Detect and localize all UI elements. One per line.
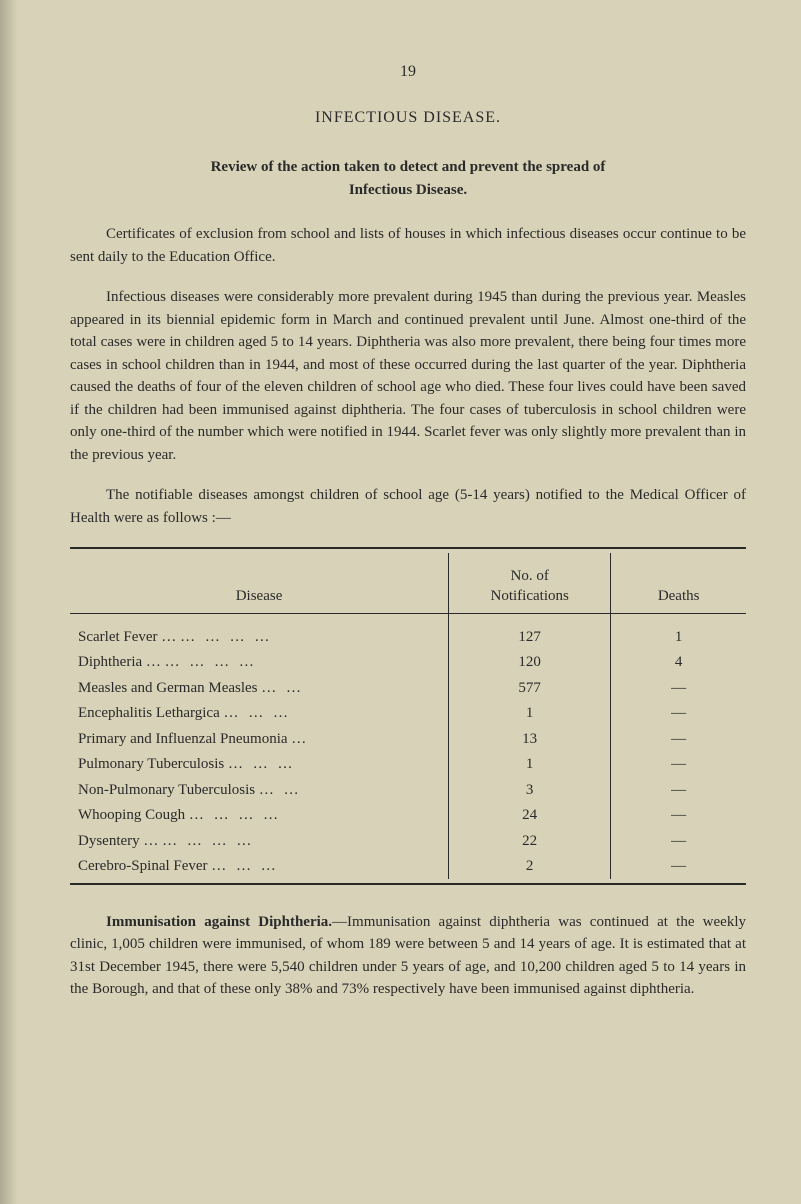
cell-notifications: 22 bbox=[449, 828, 611, 854]
cell-notifications: 24 bbox=[449, 802, 611, 828]
header-disease: Disease bbox=[70, 553, 449, 614]
header-notifications: No. of Notifications bbox=[449, 553, 611, 614]
cell-notifications: 1 bbox=[449, 700, 611, 726]
header-deaths: Deaths bbox=[611, 553, 746, 614]
cell-disease: Dysentery … … … … … bbox=[70, 828, 449, 854]
cell-deaths: 1 bbox=[611, 624, 746, 650]
cell-deaths: — bbox=[611, 853, 746, 879]
paragraph-2: Infectious diseases were considerably mo… bbox=[70, 286, 746, 466]
table-header-row: Disease No. of Notifications Deaths bbox=[70, 553, 746, 614]
section-title: INFECTIOUS DISEASE. bbox=[70, 106, 746, 130]
cell-notifications: 120 bbox=[449, 649, 611, 675]
page-edge-shadow bbox=[0, 0, 18, 1204]
table-row: Encephalitis Lethargica … … …1— bbox=[70, 700, 746, 726]
cell-deaths: — bbox=[611, 700, 746, 726]
cell-deaths: — bbox=[611, 777, 746, 803]
subtitle: Review of the action taken to detect and… bbox=[70, 156, 746, 201]
cell-notifications: 1 bbox=[449, 751, 611, 777]
cell-deaths: 4 bbox=[611, 649, 746, 675]
cell-deaths: — bbox=[611, 828, 746, 854]
final-para-lead: Immunisation against Diphtheria. bbox=[106, 914, 332, 930]
table-row: Primary and Influenzal Pneumonia …13— bbox=[70, 726, 746, 752]
paragraph-1: Certificates of exclusion from school an… bbox=[70, 223, 746, 268]
table-row: Dysentery … … … … …22— bbox=[70, 828, 746, 854]
cell-disease: Pulmonary Tuberculosis … … … bbox=[70, 751, 449, 777]
cell-notifications: 3 bbox=[449, 777, 611, 803]
cell-notifications: 577 bbox=[449, 675, 611, 701]
header-notif-line2: Notifications bbox=[491, 588, 569, 604]
cell-deaths: — bbox=[611, 726, 746, 752]
cell-disease: Non-Pulmonary Tuberculosis … … bbox=[70, 777, 449, 803]
paragraph-3: The notifiable diseases amongst children… bbox=[70, 484, 746, 529]
table-row: Scarlet Fever … … … … …1271 bbox=[70, 624, 746, 650]
table-row: Whooping Cough … … … …24— bbox=[70, 802, 746, 828]
subtitle-line-1: Review of the action taken to detect and… bbox=[70, 156, 746, 179]
header-notif-line1: No. of bbox=[511, 568, 549, 584]
subtitle-line-2: Infectious Disease. bbox=[70, 179, 746, 202]
cell-disease: Whooping Cough … … … … bbox=[70, 802, 449, 828]
disease-table: Disease No. of Notifications Deaths Scar… bbox=[70, 547, 746, 885]
cell-notifications: 2 bbox=[449, 853, 611, 879]
cell-disease: Measles and German Measles … … bbox=[70, 675, 449, 701]
cell-deaths: — bbox=[611, 751, 746, 777]
cell-notifications: 13 bbox=[449, 726, 611, 752]
page-number: 19 bbox=[70, 60, 746, 84]
cell-notifications: 127 bbox=[449, 624, 611, 650]
cell-disease: Primary and Influenzal Pneumonia … bbox=[70, 726, 449, 752]
cell-disease: Scarlet Fever … … … … … bbox=[70, 624, 449, 650]
table-row: Pulmonary Tuberculosis … … …1— bbox=[70, 751, 746, 777]
cell-deaths: — bbox=[611, 802, 746, 828]
cell-deaths: — bbox=[611, 675, 746, 701]
table-row: Diphtheria … … … … …1204 bbox=[70, 649, 746, 675]
table-row: Cerebro-Spinal Fever … … …2— bbox=[70, 853, 746, 879]
table-row: Non-Pulmonary Tuberculosis … …3— bbox=[70, 777, 746, 803]
cell-disease: Cerebro-Spinal Fever … … … bbox=[70, 853, 449, 879]
final-paragraph: Immunisation against Diphtheria.—Immunis… bbox=[70, 911, 746, 1001]
table-row: Measles and German Measles … …577— bbox=[70, 675, 746, 701]
cell-disease: Diphtheria … … … … … bbox=[70, 649, 449, 675]
cell-disease: Encephalitis Lethargica … … … bbox=[70, 700, 449, 726]
